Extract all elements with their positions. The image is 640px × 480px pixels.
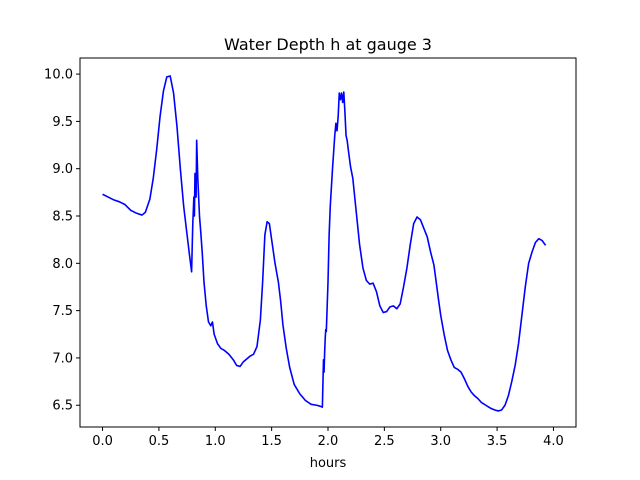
- y-tick-label: 7.5: [52, 304, 73, 319]
- x-tick-label: 3.0: [430, 434, 451, 449]
- plot-area: [80, 58, 576, 427]
- x-tick-label: 1.5: [261, 434, 282, 449]
- x-tick-label: 3.5: [487, 434, 508, 449]
- y-tick-label: 8.5: [52, 210, 73, 225]
- x-tick-label: 2.0: [318, 434, 339, 449]
- series-line-1: [102, 75, 547, 412]
- y-tick-label: 9.0: [52, 162, 73, 177]
- x-tick-label: 0.0: [92, 434, 113, 449]
- x-tick-label: 4.0: [543, 434, 564, 449]
- y-tick-label: 7.0: [52, 351, 73, 366]
- x-tick-label: 0.5: [149, 434, 170, 449]
- y-tick-label: 8.0: [52, 257, 73, 272]
- x-tick-label: 2.5: [374, 434, 395, 449]
- chart-title: Water Depth h at gauge 3: [224, 35, 432, 54]
- y-axis: 6.5 7.0 7.5 8.0 8.5 9.0 9.5 10.0: [44, 68, 80, 414]
- series-layer: [102, 75, 547, 412]
- x-tick-label: 1.0: [205, 434, 226, 449]
- y-tick-label: 6.5: [52, 399, 73, 414]
- x-axis: 0.0 0.5 1.0 1.5 2.0 2.5 3.0 3.5 4.0: [92, 427, 564, 449]
- y-tick-label: 10.0: [44, 68, 73, 83]
- x-axis-label: hours: [310, 456, 347, 471]
- y-tick-label: 9.5: [52, 115, 73, 130]
